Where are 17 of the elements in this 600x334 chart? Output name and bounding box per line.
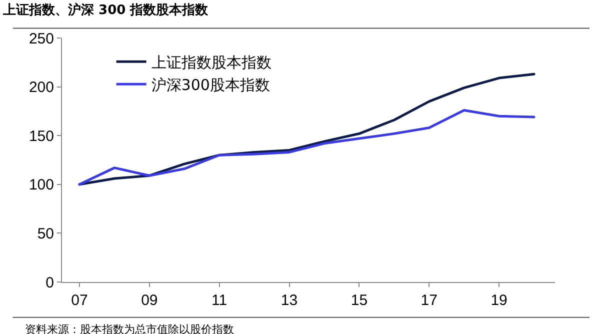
y-tick-label: 0 — [46, 274, 54, 292]
y-tick-label: 150 — [28, 128, 54, 145]
y-tick-label: 250 — [28, 30, 54, 48]
x-tick-label: 09 — [141, 292, 158, 309]
x-tick-label: 13 — [280, 292, 298, 309]
y-tick-label: 100 — [28, 176, 54, 194]
x-tick-label: 17 — [420, 292, 438, 309]
legend-label: 上证指数股本指数 — [151, 53, 272, 72]
y-tick-label: 50 — [37, 225, 54, 242]
y-tick-label: 200 — [28, 79, 54, 96]
x-tick-label: 19 — [490, 292, 508, 309]
x-tick-label: 15 — [350, 292, 368, 309]
legend-label: 沪深300股本指数 — [151, 76, 270, 94]
line-series — [78, 108, 536, 186]
x-tick-label: 07 — [71, 292, 88, 309]
x-tick-label: 11 — [212, 292, 228, 309]
chart-title: 上证指数、沪深 300 指数股本指数 — [2, 2, 210, 18]
